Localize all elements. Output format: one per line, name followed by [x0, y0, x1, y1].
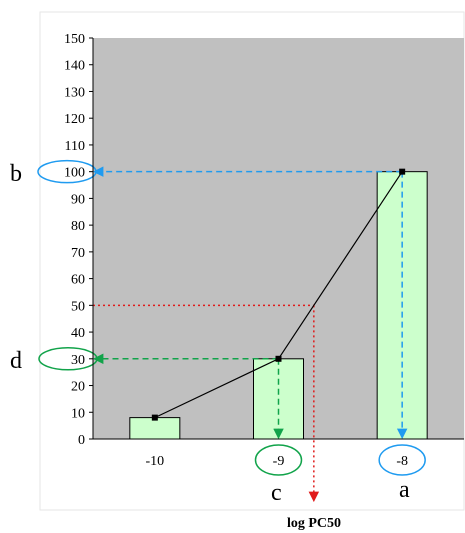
y-tick-label: 80: [71, 219, 85, 234]
bar--10: [129, 417, 181, 440]
series-point--10: [151, 414, 158, 421]
y-tick-label: 40: [71, 326, 85, 341]
b-value-ellipse: [37, 159, 97, 184]
x-axis-categories: -10 -9 -8: [145, 444, 426, 476]
annotation-b: b: [10, 161, 22, 187]
annotation-c: c: [271, 480, 282, 506]
series-point--8: [399, 168, 406, 175]
y-tick-label: 140: [64, 59, 85, 74]
y-tick-label: 50: [71, 299, 85, 314]
x-tick-label: -8: [396, 454, 408, 469]
y-tick-label: 30: [71, 353, 85, 368]
y-tick-label: 0: [78, 433, 85, 448]
x-axis-label: log PC50: [287, 516, 341, 531]
y-tick-label: 90: [71, 192, 85, 207]
y-tick-label: 20: [71, 380, 85, 395]
c-category-ellipse: [254, 444, 303, 476]
y-tick-label: 110: [65, 139, 85, 154]
line-series: [151, 168, 406, 421]
series-point--9: [275, 355, 282, 362]
y-tick-label: 120: [64, 112, 85, 127]
annotation-a: a: [399, 477, 410, 503]
annotation-d: d: [10, 348, 22, 374]
y-tick-label: 60: [71, 273, 85, 288]
y-tick-label: 130: [64, 85, 85, 100]
y-tick-label: 150: [64, 32, 85, 47]
x-tick-label: -9: [273, 454, 285, 469]
y-tick-label: 10: [71, 406, 85, 421]
guide-lines: [37, 159, 408, 503]
y-tick-label: 100: [64, 166, 85, 181]
y-tick-label: 70: [71, 246, 85, 261]
y-axis-ticks: 0 10 20 30 40 50 60 70 80 90 100 110 120 130 140 150: [64, 32, 93, 448]
x-tick-label: -10: [145, 454, 164, 469]
a-category-ellipse: [378, 444, 426, 476]
d-value-ellipse: [38, 347, 98, 371]
